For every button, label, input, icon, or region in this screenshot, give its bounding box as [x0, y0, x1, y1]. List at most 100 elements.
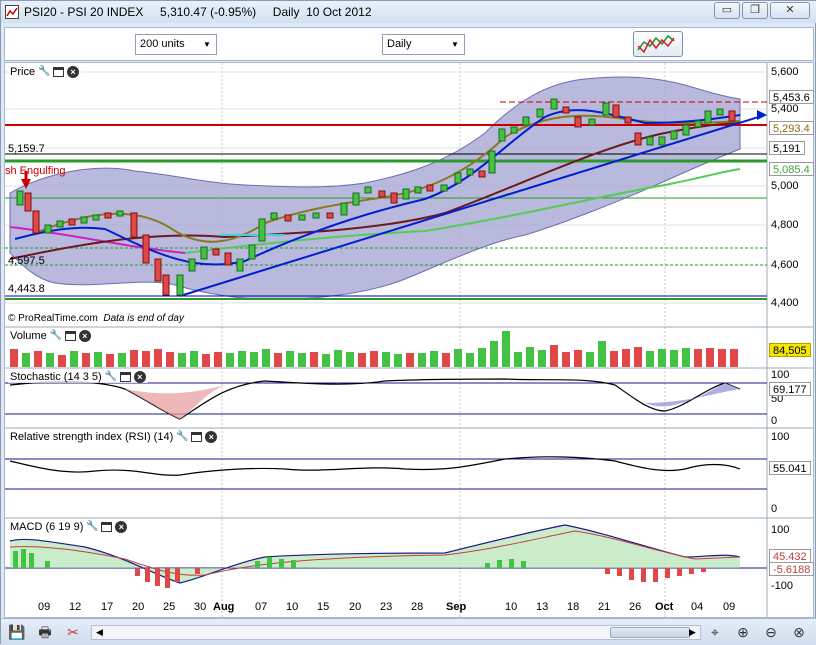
x-tick: 20 [132, 601, 145, 613]
close-icon[interactable]: × [115, 521, 128, 533]
upper-band-tag: 5,453.6 [769, 90, 814, 104]
y-tick-5000: 5,000 [771, 180, 799, 192]
price-pane-label: Price [10, 66, 36, 78]
volume-bars [10, 331, 738, 367]
x-tick: 18 [567, 601, 580, 613]
pattern-label: sh Engulfing [5, 165, 66, 177]
wrench-icon[interactable]: 🔧 [104, 371, 118, 382]
print-icon[interactable]: 🖶 [38, 624, 52, 640]
period-select[interactable]: Daily ▼ [382, 34, 465, 55]
copyright-text: © ProRealTime.com [8, 313, 98, 324]
stoch-tick-0: 0 [771, 415, 778, 427]
trend-line [179, 114, 766, 297]
rsi-tick-0: 0 [771, 503, 778, 515]
x-tick: 28 [411, 601, 424, 613]
stoch-pane-label: Stochastic (14 3 5) [10, 371, 102, 383]
chart-style-button[interactable] [633, 31, 683, 57]
zoom-out-icon[interactable]: ⊖ [765, 624, 777, 640]
crosshair-tool-icon[interactable]: ⌖ [711, 624, 719, 640]
chart-style-icon [637, 34, 675, 54]
macd-line [9, 524, 741, 584]
wrench-icon[interactable]: 🔧 [38, 66, 51, 77]
zoom-reset-icon[interactable]: ⊗ [793, 624, 805, 640]
chart-toolbar: 200 units ▼ Daily ▼ [4, 27, 814, 61]
volume-value-tag: 84,505 [769, 343, 811, 357]
close-button[interactable]: ✕ [770, 2, 810, 19]
close-icon[interactable]: × [78, 330, 91, 342]
scroll-right-icon[interactable]: ▶ [689, 627, 696, 637]
x-tick: 30 [194, 601, 207, 613]
level-tag: 5,191 [769, 141, 805, 155]
rsi-pane-label: Relative strength index (RSI) (14) [10, 431, 174, 443]
close-icon[interactable]: × [205, 431, 218, 443]
candles [16, 98, 736, 296]
units-select[interactable]: 200 units ▼ [135, 34, 217, 55]
price-pane-header: Price 🔧 × [8, 66, 82, 78]
save-icon[interactable]: 💾 [8, 624, 26, 640]
bollinger-band [9, 76, 741, 300]
macd-signal [9, 530, 741, 576]
restore-button[interactable]: ❐ [742, 2, 768, 19]
stoch-value-tag: 69.177 [769, 382, 811, 396]
rsi-pane-header: Relative strength index (RSI) (14) 🔧 × [8, 431, 220, 443]
level-label-3: 4,443.8 [8, 283, 45, 295]
x-tick: Aug [213, 601, 235, 613]
volume-pane-header: Volume 🔧 × [8, 330, 93, 342]
last-price-tag: 5,293.4 [769, 121, 814, 135]
x-tick: 23 [380, 601, 393, 613]
volume-pane-label: Volume [10, 330, 47, 342]
level-label-2: 4,597.5 [8, 255, 45, 267]
pattern-arrow [21, 179, 31, 189]
window-icon[interactable] [101, 522, 113, 532]
status-bar: 💾 🖶 ✂ ◀ ▶ ⌖ ⊕ ⊖ ⊗ [1, 618, 816, 645]
period-select-value: Daily [387, 38, 412, 50]
scroll-thumb[interactable] [610, 627, 690, 638]
window-icon[interactable] [191, 432, 203, 442]
x-tick: Oct [655, 601, 674, 613]
x-tick: 15 [317, 601, 330, 613]
minimize-button[interactable]: ▭ [714, 2, 740, 19]
chevron-down-icon: ▼ [451, 40, 459, 49]
x-tick: 09 [38, 601, 51, 613]
y-tick-5600: 5,600 [771, 66, 799, 78]
window-icon[interactable] [119, 372, 131, 382]
chart-canvas [5, 63, 813, 617]
close-icon[interactable]: × [133, 371, 146, 383]
trend-arrow [757, 110, 767, 120]
window-icon[interactable] [53, 67, 65, 77]
macd-tick-100: 100 [771, 524, 790, 536]
macd-pane-header: MACD (6 19 9) 🔧 × [8, 521, 130, 533]
stoch-tick-50: 50 [771, 393, 784, 405]
x-tick: 04 [691, 601, 704, 613]
x-tick: 10 [505, 601, 518, 613]
level-label-1: 5,159.7 [8, 143, 45, 155]
chart-area[interactable]: Price 🔧 × Volume 🔧 × Stochastic (14 3 5)… [4, 62, 815, 618]
zoom-in-icon[interactable]: ⊕ [737, 624, 749, 640]
units-select-value: 200 units [140, 38, 185, 50]
rsi-value-tag: 55.041 [769, 461, 811, 475]
macd-histogram [13, 549, 706, 588]
x-tick: 17 [101, 601, 114, 613]
x-tick: Sep [446, 601, 467, 613]
horizontal-scrollbar[interactable]: ◀ ▶ [91, 625, 701, 640]
cut-icon[interactable]: ✂ [67, 624, 79, 640]
wrench-icon[interactable]: 🔧 [49, 330, 63, 341]
window-icon[interactable] [64, 331, 76, 341]
x-axis: 09 12 17 20 25 30 Aug 07 10 15 20 23 28 … [5, 601, 767, 617]
x-tick: 09 [723, 601, 736, 613]
copyright-watermark: © ProRealTime.com Data is end of day [8, 313, 184, 324]
close-icon[interactable]: × [67, 66, 80, 78]
wrench-icon[interactable]: 🔧 [176, 431, 189, 442]
stoch-tick-100: 100 [771, 369, 790, 381]
x-tick: 12 [69, 601, 82, 613]
macd-signal-tag: -5.6188 [769, 562, 815, 576]
x-tick: 07 [255, 601, 268, 613]
y-tick-5400: 5,400 [771, 103, 799, 115]
chevron-down-icon: ▼ [203, 40, 211, 49]
wrench-icon[interactable]: 🔧 [86, 521, 99, 532]
x-tick: 21 [598, 601, 611, 613]
scroll-left-icon[interactable]: ◀ [96, 627, 103, 637]
ma-blue [14, 109, 741, 266]
y-tick-4600: 4,600 [771, 259, 799, 271]
